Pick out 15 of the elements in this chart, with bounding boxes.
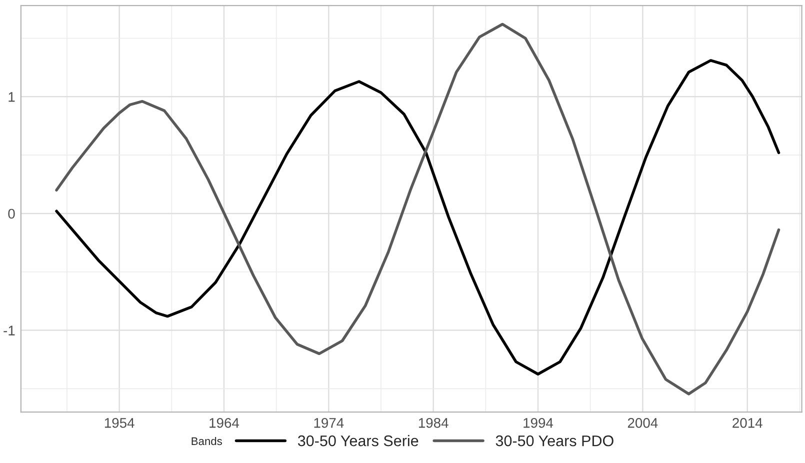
x-tick-label: 2014 [732, 418, 762, 428]
legend-title: Bands [192, 436, 222, 446]
y-tick-label: 0 [8, 208, 15, 219]
x-tick-label: 2004 [628, 418, 658, 428]
x-tick-label: 1954 [104, 418, 134, 428]
x-tick-label: 1994 [524, 418, 554, 428]
legend-label: 30-50 Years PDO [496, 435, 614, 446]
x-tick-label: 1974 [314, 418, 344, 428]
y-tick-label: 1 [8, 92, 15, 102]
line-series [55, 59, 780, 376]
legend-label: 30-50 Years Serie [298, 435, 418, 446]
line-series [55, 22, 780, 396]
x-tick-label: 1984 [418, 418, 448, 428]
y-tick-label: -1 [4, 326, 15, 336]
x-tick-label: 1964 [210, 418, 240, 428]
